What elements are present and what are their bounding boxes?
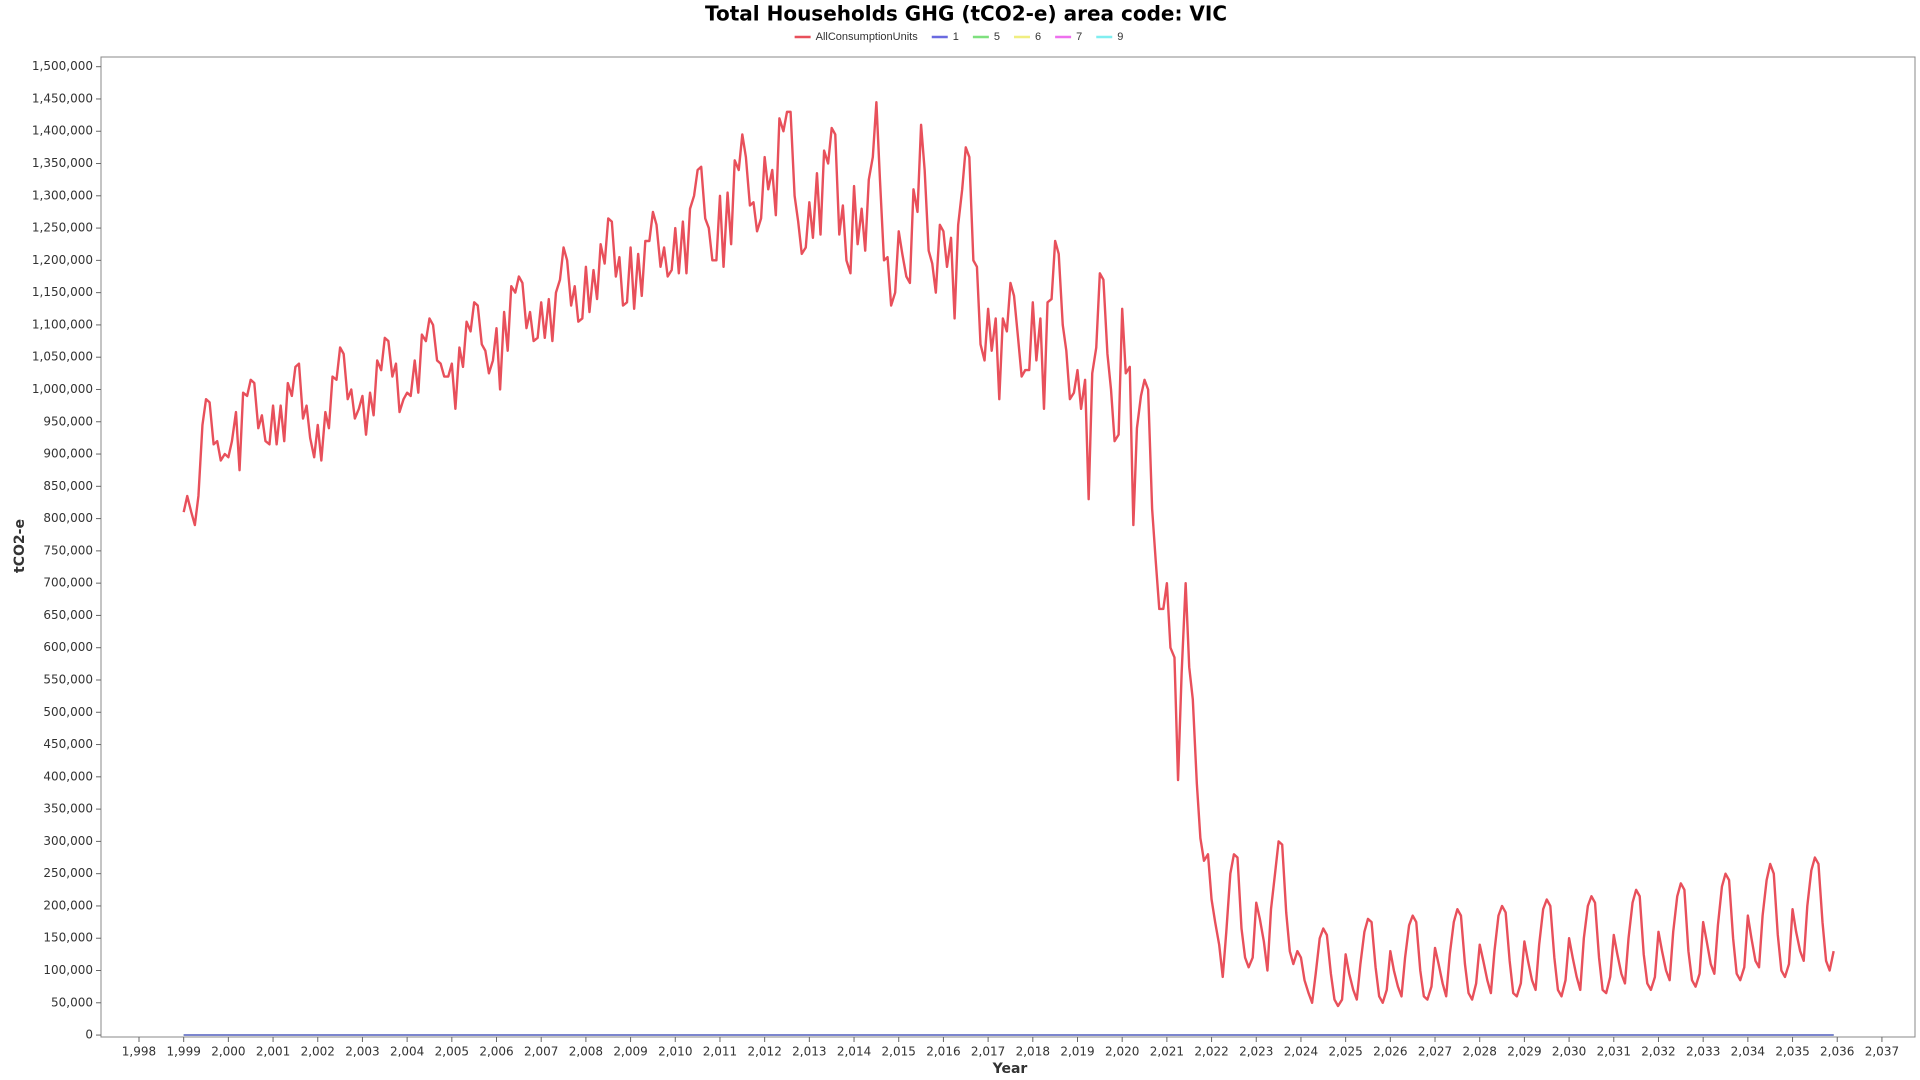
x-tick-label: 2,008 (569, 1045, 603, 1059)
y-tick-label: 1,350,000 (32, 156, 93, 170)
x-tick-label: 2,012 (747, 1045, 781, 1059)
y-tick-label: 1,250,000 (32, 221, 93, 235)
y-tick-label: 800,000 (43, 511, 93, 525)
y-tick-label: 950,000 (43, 414, 93, 428)
x-tick-label: 2,032 (1641, 1045, 1675, 1059)
y-tick-label: 1,050,000 (32, 350, 93, 364)
y-tick-label: 700,000 (43, 576, 93, 590)
y-tick-label: 1,300,000 (32, 188, 93, 202)
legend-label: 7 (1076, 31, 1082, 43)
x-tick-label: 2,027 (1418, 1045, 1452, 1059)
legend-label: 5 (994, 31, 1000, 43)
x-tick-label: 2,005 (435, 1045, 469, 1059)
y-tick-label: 1,100,000 (32, 317, 93, 331)
y-tick-label: 500,000 (43, 705, 93, 719)
x-tick-label: 2,001 (256, 1045, 290, 1059)
x-tick-label: 2,004 (390, 1045, 424, 1059)
x-tick-label: 2,003 (345, 1045, 379, 1059)
x-tick-label: 2,011 (703, 1045, 737, 1059)
x-tick-label: 2,031 (1597, 1045, 1631, 1059)
y-tick-label: 600,000 (43, 640, 93, 654)
x-tick-label: 2,025 (1328, 1045, 1362, 1059)
y-tick-label: 1,400,000 (32, 124, 93, 138)
x-tick-label: 2,036 (1820, 1045, 1854, 1059)
y-tick-label: 650,000 (43, 608, 93, 622)
x-tick-label: 2,021 (1150, 1045, 1184, 1059)
x-tick-label: 2,009 (613, 1045, 647, 1059)
x-tick-label: 2,034 (1731, 1045, 1765, 1059)
x-axis-title: Year (992, 1061, 1028, 1077)
x-tick-label: 2,024 (1284, 1045, 1318, 1059)
series-line (182, 100, 1835, 1008)
y-tick-label: 100,000 (43, 963, 93, 977)
x-tick-label: 1,998 (122, 1045, 156, 1059)
x-tick-label: 2,000 (211, 1045, 245, 1059)
chart-title: Total Households GHG (tCO2-e) area code:… (705, 2, 1227, 26)
y-tick-label: 1,200,000 (32, 253, 93, 267)
x-tick-label: 1,999 (166, 1045, 200, 1059)
x-tick-label: 2,033 (1686, 1045, 1720, 1059)
legend-label: AllConsumptionUnits (816, 31, 919, 43)
x-tick-label: 2,015 (882, 1045, 916, 1059)
y-tick-label: 350,000 (43, 802, 93, 816)
plot-frame (100, 56, 1916, 1038)
x-tick-label: 2,007 (524, 1045, 558, 1059)
y-tick-label: 450,000 (43, 737, 93, 751)
y-tick-label: 200,000 (43, 898, 93, 912)
y-tick-label: 50,000 (51, 995, 93, 1009)
y-tick-label: 1,000,000 (32, 382, 93, 396)
x-tick-label: 2,002 (301, 1045, 335, 1059)
y-tick-label: 1,150,000 (32, 285, 93, 299)
legend-item: 1 (931, 31, 959, 43)
y-tick-label: 300,000 (43, 834, 93, 848)
legend-label: 9 (1117, 31, 1123, 43)
x-tick-label: 2,018 (1016, 1045, 1050, 1059)
x-tick-label: 2,016 (926, 1045, 960, 1059)
x-tick-label: 2,023 (1239, 1045, 1273, 1059)
y-tick-label: 150,000 (43, 931, 93, 945)
x-tick-label: 2,006 (479, 1045, 513, 1059)
x-tick-label: 2,013 (792, 1045, 826, 1059)
x-tick-label: 2,022 (1194, 1045, 1228, 1059)
y-axis-title: tCO2-e (12, 519, 28, 573)
y-tick-label: 1,450,000 (32, 91, 93, 105)
legend-label: 6 (1035, 31, 1041, 43)
y-tick-label: 250,000 (43, 866, 93, 880)
x-tick-label: 2,030 (1552, 1045, 1586, 1059)
x-tick-label: 2,020 (1105, 1045, 1139, 1059)
y-tick-label: 900,000 (43, 447, 93, 461)
legend-item: AllConsumptionUnits (794, 31, 919, 43)
x-tick-label: 2,017 (971, 1045, 1005, 1059)
x-tick-label: 2,035 (1775, 1045, 1809, 1059)
x-tick-label: 2,010 (658, 1045, 692, 1059)
legend-item: 5 (972, 31, 1000, 43)
legend-item: 9 (1096, 31, 1123, 43)
legend-item: 7 (1055, 31, 1082, 43)
legend: AllConsumptionUnits 1 5 6 7 9 (794, 31, 1123, 43)
x-tick-label: 2,028 (1463, 1045, 1497, 1059)
x-tick-label: 2,037 (1865, 1045, 1899, 1059)
y-tick-label: 750,000 (43, 543, 93, 557)
x-tick-label: 2,026 (1373, 1045, 1407, 1059)
y-tick-label: 0 (85, 1028, 93, 1042)
legend-item: 6 (1013, 31, 1041, 43)
x-tick-label: 2,029 (1507, 1045, 1541, 1059)
y-tick-label: 850,000 (43, 479, 93, 493)
x-tick-label: 2,019 (1060, 1045, 1094, 1059)
y-tick-label: 400,000 (43, 769, 93, 783)
y-tick-label: 1,500,000 (32, 59, 93, 73)
legend-label: 1 (953, 31, 959, 43)
y-tick-label: 550,000 (43, 672, 93, 686)
x-tick-label: 2,014 (837, 1045, 871, 1059)
